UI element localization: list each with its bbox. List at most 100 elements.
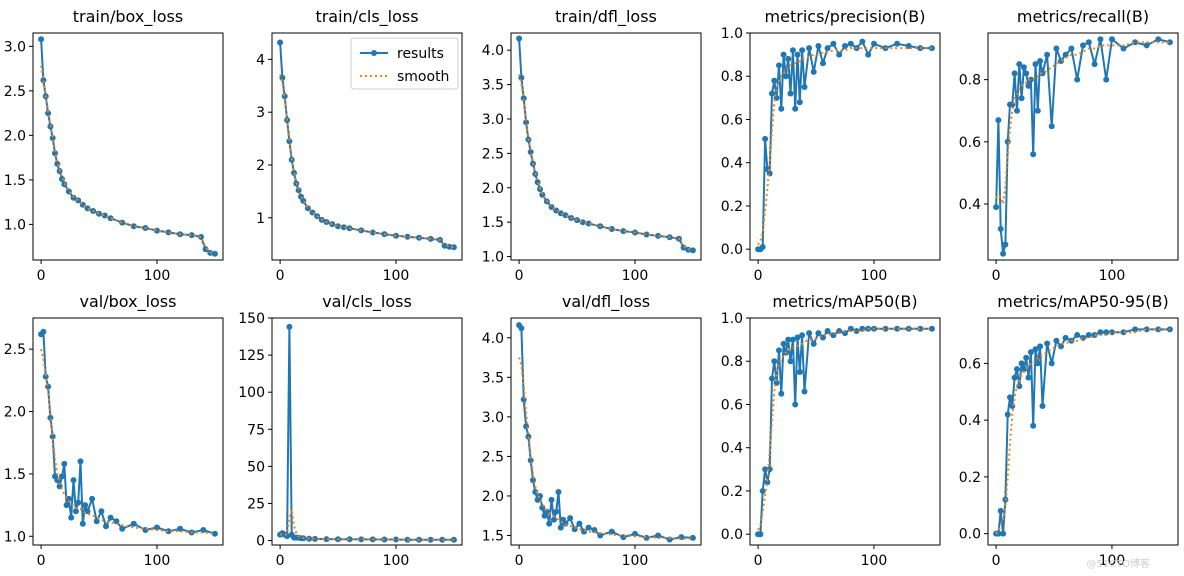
results-point — [796, 99, 803, 106]
y-tick-label: 3.0 — [4, 39, 26, 55]
results-point — [84, 508, 91, 515]
results-point — [70, 477, 77, 484]
y-tick-label: 0.8 — [721, 69, 743, 85]
x-tick-label: 0 — [37, 553, 46, 569]
plot-area — [516, 322, 696, 543]
y-tick-label: 0.4 — [721, 156, 743, 172]
results-point — [520, 95, 527, 102]
results-point — [782, 73, 789, 80]
results-point — [997, 225, 1004, 232]
results-point — [543, 508, 550, 515]
results-point — [393, 536, 399, 543]
results-point — [759, 244, 766, 250]
y-tick-label: 0.0 — [721, 527, 743, 543]
results-point — [211, 530, 218, 537]
results-point — [340, 224, 347, 231]
y-tick-label: 1.0 — [4, 529, 26, 545]
results-point — [49, 433, 56, 440]
results-point — [369, 229, 376, 236]
x-tick-label: 0 — [992, 268, 1001, 284]
results-point — [40, 328, 47, 335]
results-point — [780, 51, 787, 58]
subplot-title: metrics/precision(B) — [765, 7, 926, 26]
y-tick-label: 0.4 — [959, 197, 981, 213]
results-point — [769, 375, 775, 382]
results-point — [995, 117, 1002, 124]
results-point — [1014, 107, 1020, 114]
results-point — [1007, 394, 1013, 401]
results-point — [771, 358, 778, 365]
results-point — [1120, 45, 1127, 52]
results-point — [1004, 411, 1011, 418]
results-point — [815, 43, 822, 49]
results-point — [794, 334, 801, 341]
subplot-10: metrics/mAP50-95(B) 0.0 0.2 0.4 0.6 0 100 — [959, 292, 1179, 569]
results-point — [130, 223, 137, 230]
results-point — [1062, 334, 1069, 341]
results-point — [830, 40, 837, 47]
results-point — [1034, 107, 1041, 114]
x-tick-label: 0 — [992, 553, 1001, 569]
x-tick-label: 100 — [861, 553, 888, 569]
results-point — [75, 499, 82, 506]
legend-results-marker — [371, 50, 377, 56]
axes-frame — [32, 32, 224, 261]
results-point — [776, 347, 782, 354]
y-tick-label: 0.2 — [959, 470, 981, 486]
results-point — [1091, 332, 1098, 338]
results-point — [75, 197, 82, 204]
results-point — [655, 232, 662, 239]
results-point — [824, 45, 831, 52]
results-point — [198, 233, 204, 240]
results-point — [824, 328, 831, 334]
results-point — [1018, 360, 1025, 367]
axes-frame — [32, 317, 224, 546]
results-point — [427, 536, 434, 543]
results-point — [853, 328, 860, 334]
results-point — [154, 524, 160, 531]
results-point — [358, 536, 365, 543]
subplot-title: val/box_loss — [80, 292, 177, 312]
results-point — [404, 233, 411, 240]
x-tick-label: 100 — [1099, 553, 1126, 569]
results-point — [689, 534, 696, 541]
results-point — [1044, 51, 1051, 58]
results-point — [894, 40, 901, 47]
results-point — [286, 323, 293, 330]
y-tick-label: 0.4 — [721, 441, 743, 457]
y-tick-label: 0.0 — [959, 527, 981, 543]
y-tick-label: 1.0 — [482, 250, 504, 266]
results-point — [89, 495, 96, 502]
x-tick-label: 100 — [383, 553, 410, 569]
results-point — [555, 489, 562, 495]
results-point — [79, 520, 86, 527]
results-point — [762, 466, 769, 473]
results-point — [794, 51, 801, 58]
results-point — [810, 340, 817, 347]
results-line — [279, 325, 454, 541]
y-tick-label: 3.5 — [482, 370, 504, 386]
results-point — [806, 330, 813, 337]
results-point — [539, 191, 546, 198]
results-point — [1048, 123, 1055, 130]
results-point — [300, 197, 307, 204]
results-point — [1030, 151, 1037, 158]
x-tick-label: 100 — [144, 268, 171, 284]
results-point — [1155, 326, 1162, 333]
results-point — [1027, 349, 1034, 356]
subplot-title: metrics/recall(B) — [1017, 7, 1149, 26]
y-tick-label: 0.6 — [721, 397, 743, 413]
x-tick-label: 100 — [861, 268, 888, 284]
results-point — [1020, 64, 1027, 71]
results-point — [1143, 326, 1150, 333]
results-point — [643, 231, 650, 238]
results-point — [1030, 422, 1037, 429]
x-tick-label: 100 — [622, 268, 649, 284]
results-point — [1120, 329, 1127, 336]
smooth-line — [40, 348, 216, 535]
results-point — [1037, 58, 1044, 64]
x-tick-label: 0 — [276, 553, 285, 569]
results-point — [1034, 360, 1041, 367]
results-point — [1025, 82, 1032, 89]
